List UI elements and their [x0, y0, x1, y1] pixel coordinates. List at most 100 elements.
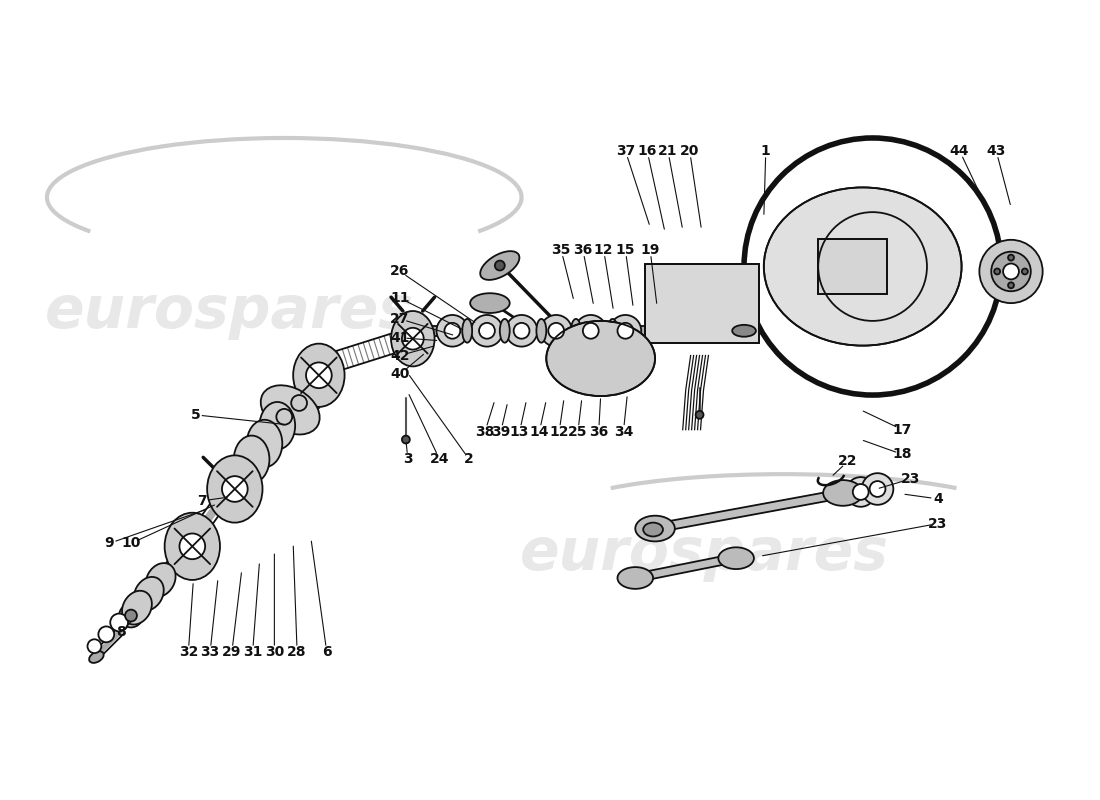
Ellipse shape	[499, 319, 509, 342]
Text: 2: 2	[464, 452, 474, 466]
Text: 7: 7	[197, 494, 207, 508]
Ellipse shape	[548, 323, 564, 338]
Text: 14: 14	[529, 425, 549, 438]
Text: 20: 20	[680, 144, 700, 158]
Ellipse shape	[471, 315, 503, 346]
Ellipse shape	[514, 323, 529, 338]
Ellipse shape	[823, 480, 862, 506]
Ellipse shape	[134, 577, 164, 610]
Circle shape	[979, 240, 1043, 303]
Ellipse shape	[390, 311, 435, 366]
Text: 18: 18	[892, 447, 912, 462]
Text: 21: 21	[658, 144, 678, 158]
Ellipse shape	[575, 315, 606, 346]
Ellipse shape	[294, 344, 344, 407]
Bar	[818, 239, 888, 294]
Circle shape	[1008, 282, 1014, 288]
Text: 4: 4	[933, 492, 943, 506]
Text: 40: 40	[390, 367, 409, 382]
Ellipse shape	[644, 522, 663, 537]
Text: 33: 33	[200, 645, 220, 659]
Circle shape	[861, 473, 893, 505]
Ellipse shape	[583, 323, 598, 338]
Ellipse shape	[306, 362, 332, 388]
Ellipse shape	[718, 547, 754, 569]
Text: 39: 39	[492, 425, 510, 438]
Ellipse shape	[481, 251, 519, 280]
Ellipse shape	[207, 455, 263, 522]
Ellipse shape	[402, 328, 424, 350]
Ellipse shape	[261, 386, 320, 434]
Text: 44: 44	[949, 144, 969, 158]
Text: 9: 9	[104, 536, 114, 550]
Circle shape	[276, 409, 293, 425]
Text: 12: 12	[549, 425, 569, 438]
Ellipse shape	[547, 321, 656, 396]
Circle shape	[991, 252, 1031, 291]
Circle shape	[1022, 269, 1027, 274]
Text: 34: 34	[614, 425, 634, 438]
Ellipse shape	[122, 590, 152, 625]
Ellipse shape	[733, 325, 756, 337]
Ellipse shape	[617, 567, 653, 589]
Text: 24: 24	[430, 452, 449, 466]
Ellipse shape	[480, 323, 495, 338]
Circle shape	[110, 614, 128, 631]
Text: 42: 42	[390, 349, 409, 362]
Ellipse shape	[470, 294, 509, 313]
Text: 38: 38	[475, 425, 495, 438]
Text: 28: 28	[287, 645, 307, 659]
Circle shape	[402, 435, 410, 443]
Text: 11: 11	[390, 291, 409, 305]
Text: 41: 41	[390, 330, 409, 345]
Circle shape	[125, 610, 136, 622]
Ellipse shape	[609, 315, 641, 346]
Bar	[277, 395, 319, 428]
Text: 6: 6	[322, 645, 331, 659]
Circle shape	[846, 477, 876, 506]
Circle shape	[695, 411, 704, 418]
Text: 25: 25	[569, 425, 587, 438]
Circle shape	[119, 604, 143, 627]
Bar	[818, 239, 888, 294]
Ellipse shape	[437, 315, 469, 346]
Ellipse shape	[540, 315, 572, 346]
Bar	[646, 263, 759, 342]
Text: 1: 1	[761, 144, 771, 158]
Text: 26: 26	[390, 265, 409, 278]
Ellipse shape	[506, 315, 538, 346]
Text: 10: 10	[121, 536, 141, 550]
Ellipse shape	[571, 319, 581, 342]
Ellipse shape	[165, 513, 220, 580]
Circle shape	[994, 269, 1000, 274]
Bar	[646, 263, 759, 342]
Text: 13: 13	[510, 425, 529, 438]
Text: eurospares: eurospares	[520, 525, 889, 582]
Text: 30: 30	[265, 645, 284, 659]
Ellipse shape	[462, 319, 472, 342]
Ellipse shape	[234, 435, 270, 483]
Circle shape	[744, 138, 1001, 395]
Ellipse shape	[444, 323, 460, 338]
Text: 16: 16	[638, 144, 657, 158]
Circle shape	[292, 395, 307, 411]
Text: 36: 36	[573, 242, 593, 257]
Ellipse shape	[537, 319, 547, 342]
Text: 15: 15	[616, 242, 635, 257]
Ellipse shape	[145, 563, 176, 597]
Ellipse shape	[607, 319, 617, 342]
Text: 5: 5	[190, 408, 200, 422]
Text: 36: 36	[590, 425, 608, 438]
Circle shape	[1008, 254, 1014, 261]
Circle shape	[495, 261, 505, 270]
Text: 35: 35	[551, 242, 571, 257]
Text: 8: 8	[117, 626, 126, 639]
Text: 37: 37	[616, 144, 635, 158]
Ellipse shape	[763, 187, 961, 346]
Text: 3: 3	[403, 452, 412, 466]
Ellipse shape	[617, 323, 634, 338]
Text: 19: 19	[640, 242, 660, 257]
Circle shape	[98, 626, 114, 642]
Ellipse shape	[179, 534, 206, 559]
Text: 12: 12	[594, 242, 614, 257]
